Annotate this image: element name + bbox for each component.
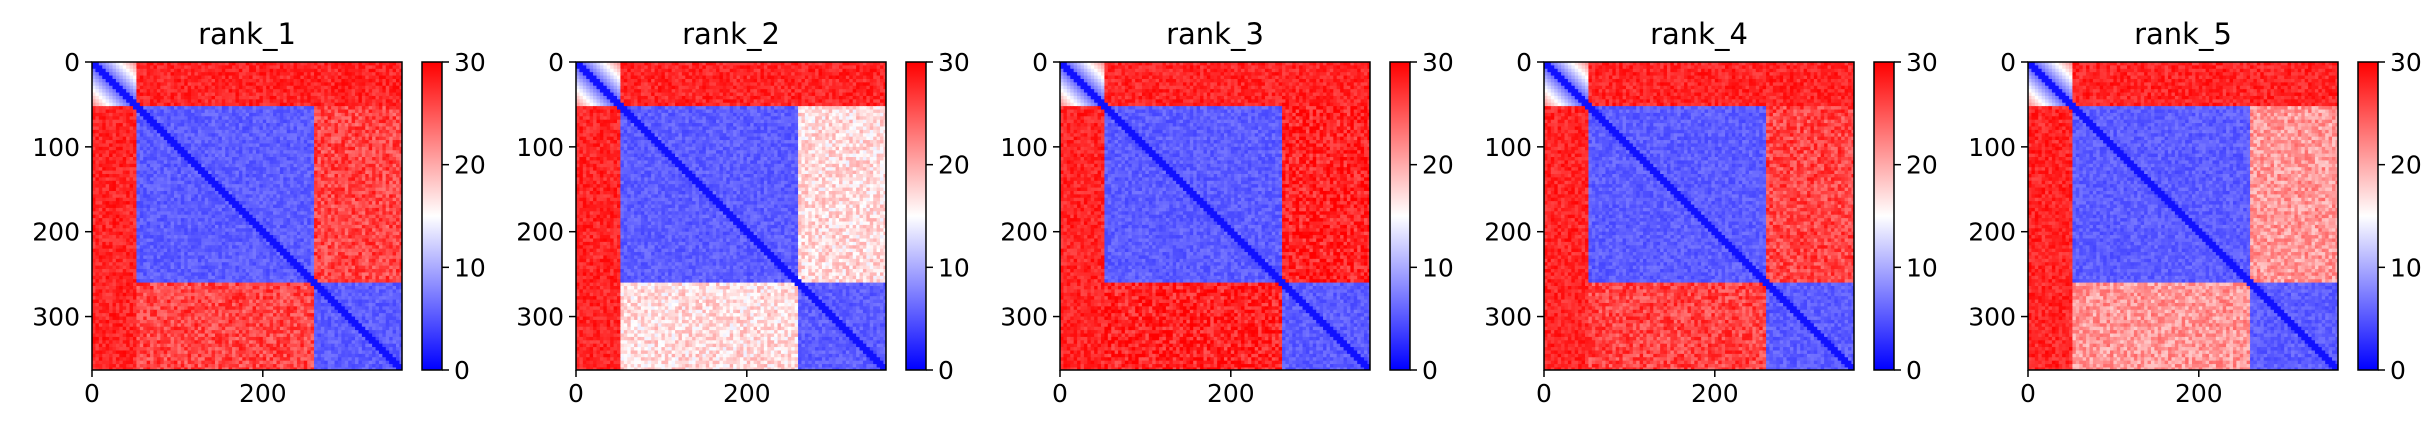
colorbar-tick-label: 10 xyxy=(1906,253,1938,282)
colorbar-tick-label: 20 xyxy=(2390,151,2422,180)
y-tick-label: 100 xyxy=(1484,133,1532,162)
y-tick-label: 300 xyxy=(1968,303,2016,332)
colorbar xyxy=(2358,62,2378,370)
y-tick-label: 100 xyxy=(32,133,80,162)
y-tick-label: 200 xyxy=(516,218,564,247)
colorbar xyxy=(906,62,926,370)
y-tick-label: 200 xyxy=(1000,218,1048,247)
panel-rank_5: rank_5 0 200 0 100 200 300 0 10 20 30 xyxy=(1968,17,2422,408)
panel-rank_3: rank_3 0 200 0 100 200 300 0 10 20 30 xyxy=(1000,17,1454,408)
colorbar-tick-label: 0 xyxy=(1906,356,1922,385)
y-tick-label: 0 xyxy=(2000,48,2016,77)
x-tick-label: 200 xyxy=(239,379,287,408)
panel-rank_4: rank_4 0 200 0 100 200 300 0 10 20 30 xyxy=(1484,17,1938,408)
x-tick-label: 200 xyxy=(1691,379,1739,408)
colorbar-tick-label: 0 xyxy=(938,356,954,385)
chart-title: rank_3 xyxy=(1166,17,1264,51)
colorbar-frame xyxy=(421,61,443,371)
heatmap-cells xyxy=(576,62,886,370)
axes-frame xyxy=(2027,61,2339,371)
y-tick-label: 300 xyxy=(516,303,564,332)
y-tick-label: 200 xyxy=(32,218,80,247)
colorbar-tick-label: 20 xyxy=(454,151,486,180)
y-tick-label: 100 xyxy=(1968,133,2016,162)
y-tick-label: 100 xyxy=(1000,133,1048,162)
y-tick-label: 300 xyxy=(32,303,80,332)
y-tick-label: 0 xyxy=(1516,48,1532,77)
x-tick-label: 0 xyxy=(2020,379,2036,408)
y-tick-label: 200 xyxy=(1484,218,1532,247)
axes-frame xyxy=(1059,61,1371,371)
chart-title: rank_5 xyxy=(2134,17,2232,51)
colorbar-tick-label: 30 xyxy=(1422,48,1454,77)
x-tick-label: 0 xyxy=(1536,379,1552,408)
x-tick-label: 0 xyxy=(568,379,584,408)
axes-frame xyxy=(1543,61,1855,371)
colorbar-tick-label: 30 xyxy=(454,48,486,77)
colorbar-tick-label: 0 xyxy=(1422,356,1438,385)
colorbar-frame xyxy=(2357,61,2379,371)
heatmap-cells xyxy=(1544,62,1854,370)
x-tick-label: 200 xyxy=(2175,379,2223,408)
colorbar-tick-label: 20 xyxy=(938,151,970,180)
colorbar xyxy=(1874,62,1894,370)
heatmap-cells xyxy=(2028,62,2338,370)
colorbar xyxy=(422,62,442,370)
colorbar-tick-label: 10 xyxy=(2390,253,2422,282)
colorbar-tick-label: 10 xyxy=(938,253,970,282)
colorbar-tick-label: 20 xyxy=(1906,151,1938,180)
y-tick-label: 100 xyxy=(516,133,564,162)
y-tick-label: 0 xyxy=(548,48,564,77)
chart-title: rank_1 xyxy=(198,17,296,51)
colorbar-frame xyxy=(1389,61,1411,371)
x-tick-label: 0 xyxy=(1052,379,1068,408)
colorbar-tick-label: 30 xyxy=(938,48,970,77)
panel-rank_1: rank_1 0 200 0 100 200 300 0 10 20 30 xyxy=(32,17,486,408)
x-tick-label: 0 xyxy=(84,379,100,408)
panel-rank_2: rank_2 0 200 0 100 200 300 0 10 20 30 xyxy=(516,17,970,408)
y-tick-label: 0 xyxy=(1032,48,1048,77)
x-tick-label: 200 xyxy=(1207,379,1255,408)
y-tick-label: 0 xyxy=(64,48,80,77)
colorbar-tick-label: 30 xyxy=(2390,48,2422,77)
axes-frame xyxy=(91,61,403,371)
colorbar-tick-label: 30 xyxy=(1906,48,1938,77)
colorbar xyxy=(1390,62,1410,370)
colorbar-tick-label: 0 xyxy=(2390,356,2406,385)
colorbar-tick-label: 10 xyxy=(454,253,486,282)
colorbar-frame xyxy=(1873,61,1895,371)
x-tick-label: 200 xyxy=(723,379,771,408)
colorbar-tick-label: 10 xyxy=(1422,253,1454,282)
chart-title: rank_4 xyxy=(1650,17,1748,51)
y-tick-label: 200 xyxy=(1968,218,2016,247)
heatmap-cells xyxy=(1060,62,1370,370)
colorbar-frame xyxy=(905,61,927,371)
colorbar-tick-label: 0 xyxy=(454,356,470,385)
heatmap-cells xyxy=(92,62,402,370)
y-tick-label: 300 xyxy=(1484,303,1532,332)
axes-frame xyxy=(575,61,887,371)
y-tick-label: 300 xyxy=(1000,303,1048,332)
chart-title: rank_2 xyxy=(682,17,780,51)
colorbar-tick-label: 20 xyxy=(1422,151,1454,180)
